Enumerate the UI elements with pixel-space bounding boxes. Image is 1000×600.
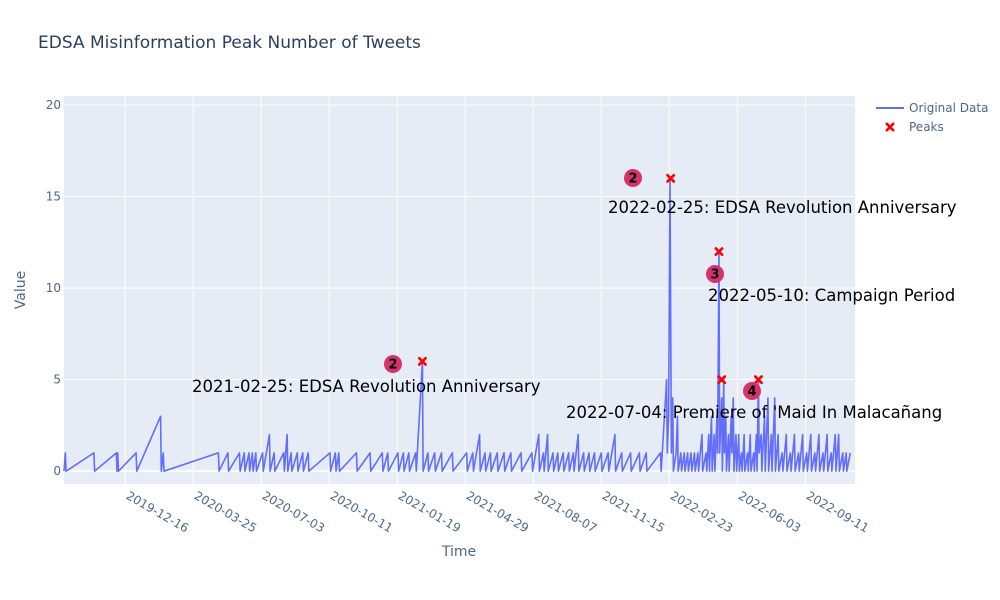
peak-marker xyxy=(717,375,727,385)
x-marker-stroke xyxy=(753,375,763,385)
y-tick-label: 15 xyxy=(46,190,61,204)
grid xyxy=(64,96,855,484)
annotation: 2022-05-10: Campaign Period 3 xyxy=(706,265,955,305)
peak-marker xyxy=(714,247,724,257)
peak-marker xyxy=(417,356,427,366)
annotation-label: 2022-05-10: Campaign Period xyxy=(708,286,955,305)
legend-label-original-data: Original Data xyxy=(909,101,988,115)
y-tick-label: 10 xyxy=(46,281,61,295)
annotation: 2021-02-25: EDSA Revolution Anniversary 2 xyxy=(192,355,541,396)
annotations: 2021-02-25: EDSA Revolution Anniversary2… xyxy=(192,169,957,422)
peaks-series xyxy=(417,173,763,385)
original-data-line xyxy=(63,177,852,472)
legend-item-peaks[interactable]: Peaks xyxy=(885,120,944,134)
y-tick-label: 20 xyxy=(46,98,61,112)
x-axis-title: Time xyxy=(441,544,476,560)
annotation: 2022-02-25: EDSA Revolution Anniversary 2 xyxy=(608,169,957,217)
x-marker-stroke xyxy=(666,173,676,183)
y-axis-ticks: 0 5 10 15 20 xyxy=(46,98,61,478)
x-marker-icon xyxy=(885,122,895,132)
annotation-badge xyxy=(706,265,724,283)
annotation-badge xyxy=(743,382,761,400)
annotation-badge-number: 3 xyxy=(710,268,719,283)
annotation-label: 2021-02-25: EDSA Revolution Anniversary xyxy=(192,377,541,396)
legend-peak-marker xyxy=(885,122,895,132)
x-marker-stroke xyxy=(717,375,727,385)
legend-label-peaks: Peaks xyxy=(909,120,944,134)
annotation-badge xyxy=(384,355,402,373)
annotation-badge-number: 2 xyxy=(628,172,637,187)
annotation-label: 2022-02-25: EDSA Revolution Anniversary xyxy=(608,198,957,217)
annotation: 2022-07-04: Premiere of 'Maid In Malacañ… xyxy=(566,382,942,422)
x-marker-stroke xyxy=(714,247,724,257)
annotation-badge-number: 4 xyxy=(747,385,756,400)
y-axis-title: Value xyxy=(13,271,29,309)
peak-marker xyxy=(666,173,676,183)
chart-title: EDSA Misinformation Peak Number of Tweet… xyxy=(38,33,421,53)
legend[interactable]: Original Data Peaks xyxy=(876,101,988,134)
peak-marker xyxy=(753,375,763,385)
x-marker-stroke xyxy=(885,122,895,132)
annotation-badge-number: 2 xyxy=(388,358,397,373)
y-tick-label: 0 xyxy=(53,464,61,478)
original-data-series xyxy=(63,177,852,472)
y-tick-label: 5 xyxy=(53,373,61,387)
annotation-badge xyxy=(624,169,642,187)
legend-item-original-data[interactable]: Original Data xyxy=(876,101,988,115)
x-marker-stroke xyxy=(417,356,427,366)
annotation-label: 2022-07-04: Premiere of 'Maid In Malacañ… xyxy=(566,403,942,422)
